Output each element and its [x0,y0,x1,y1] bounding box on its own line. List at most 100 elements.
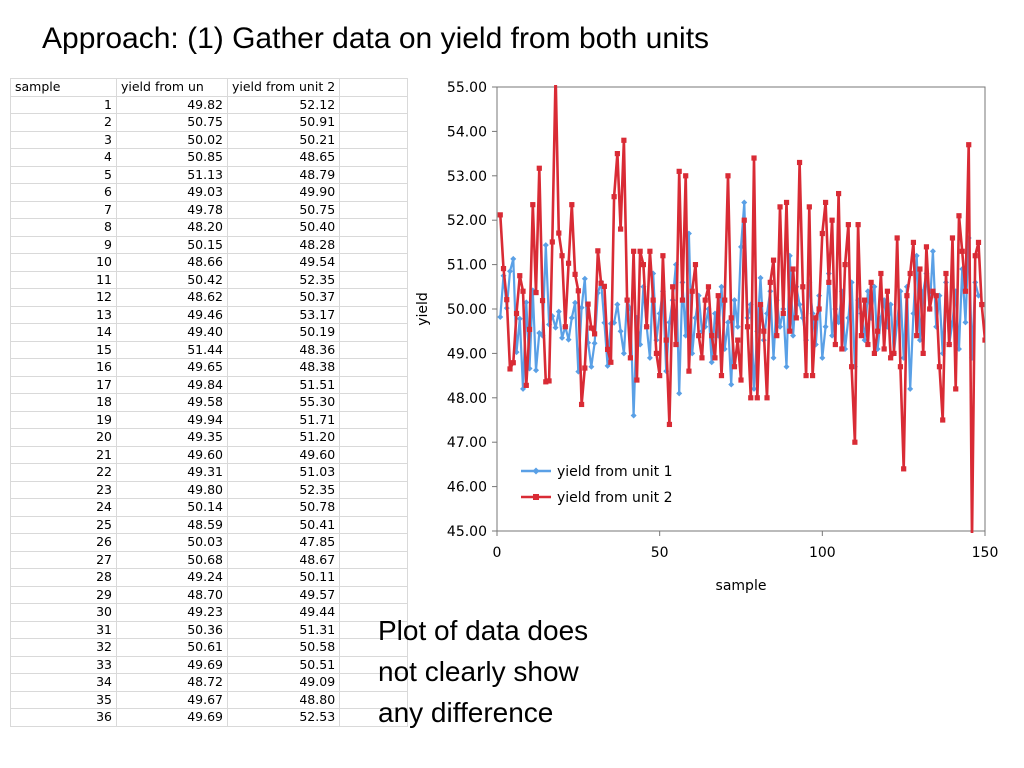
empty-cell [339,708,409,727]
table-row: 23 49.80 52.35 [10,480,409,499]
legend-marker [533,494,539,500]
series-2-point [793,315,799,321]
sample-cell: 34 [10,673,117,692]
unit2-cell: 51.31 [226,620,341,639]
unit1-cell: 49.24 [116,568,228,587]
table-row: 28 49.24 50.11 [10,568,409,587]
series-1-point [552,324,559,331]
series-2-point [657,373,663,379]
y-tick-label: 54.00 [447,124,487,140]
series-2-point [653,350,660,356]
sample-cell: 18 [10,393,117,412]
unit2-cell: 51.51 [226,375,341,394]
series-2-point [849,364,855,370]
series-2-point [862,297,868,303]
series-2-point [914,333,920,339]
series-2-point [868,279,874,285]
empty-cell [339,410,409,429]
series-2-point [936,364,943,370]
series-2-point [839,346,845,352]
table-row: 33 49.69 50.51 [10,655,409,674]
series-2-point [631,248,637,254]
spreadsheet: sample yield from un yield from unit 2 1 49.… [10,78,424,768]
unit2-cell: 49.09 [226,673,341,692]
series-2-point [546,378,552,384]
y-tick-label: 48.00 [447,391,487,407]
series-2-point [819,230,825,237]
unit2-cell: 48.65 [226,148,341,167]
series-2-point [943,270,949,277]
unit2-cell: 50.91 [226,113,341,132]
unit1-cell: 49.84 [116,375,228,394]
unit1-cell: 49.78 [116,200,228,219]
y-tick-label: 45.00 [447,524,487,540]
series-2-point [962,288,969,294]
series-2-point [757,301,764,308]
series-1-point [734,323,741,330]
column-header: yield from un [116,78,228,97]
legend-label: yield from unit 2 [557,490,673,506]
unit2-cell: 49.90 [226,183,341,202]
table-row: 10 48.66 49.54 [10,253,409,272]
series-1-point [559,334,566,341]
table-row: 1 49.82 52.12 [10,95,409,114]
series-2-point [884,288,890,294]
table-row: 29 48.70 49.57 [10,585,409,604]
series-2-point [595,248,601,254]
unit1-cell: 49.23 [116,603,228,622]
series-1-point [929,248,936,255]
series-2-point [748,395,754,401]
unit1-cell: 49.67 [116,690,228,709]
series-1-point [572,299,579,306]
series-2-point [588,325,594,331]
unit1-cell: 48.72 [116,673,228,692]
table-row: 24 50.14 50.78 [10,498,409,517]
series-2-point [975,239,982,245]
empty-cell [339,165,409,184]
sample-cell: 5 [10,165,117,184]
table-row: 7 49.78 50.75 [10,200,409,219]
series-2-point [523,382,529,388]
series-2-point [878,270,884,277]
series-1-point [783,363,790,370]
empty-cell [339,428,409,447]
series-2-point [582,365,588,371]
unit1-cell: 51.44 [116,340,228,359]
yield-chart: 45.00 46.00 47.00 48.00 49.00 50.00 51.00 52.00… [415,80,998,594]
unit1-cell: 49.65 [116,358,228,377]
data-table: sample yield from un yield from unit 2 1 49.… [10,78,409,727]
series-2-point [956,213,962,219]
unit2-cell: 48.79 [226,165,341,184]
y-tick-label: 51.00 [447,258,487,274]
series-2-point [744,324,751,330]
series-1-point [861,337,868,344]
sample-cell: 3 [10,130,117,149]
column-header: sample [10,78,117,97]
unit2-cell: 50.51 [226,655,341,674]
unit2-cell: 50.40 [226,218,341,237]
series-2-point [504,297,510,303]
series-2-point [718,373,725,379]
table-row: 4 50.85 48.65 [10,148,409,167]
table-row: 14 49.40 50.19 [10,323,409,342]
series-2-point [569,202,575,208]
slide-note: Plot of data does not clearly show any d… [378,610,678,733]
series-2-point [562,324,568,330]
series-2-point [686,368,692,374]
series-2-point [871,350,877,356]
series-2-point [774,333,780,339]
series-2-point [933,293,939,299]
series-2-point [650,297,656,303]
series-1-point [741,199,748,206]
series-2-point [761,328,767,334]
table-row: 36 49.69 52.53 [10,708,409,727]
empty-cell [339,95,409,114]
series-1-point [796,301,803,308]
empty-cell [339,148,409,167]
unit2-cell: 53.17 [226,305,341,324]
series-2-point [767,279,773,285]
series-2-point [910,239,917,245]
series-1-point [565,336,572,343]
unit2-cell: 47.85 [226,533,341,552]
empty-cell [339,200,409,219]
